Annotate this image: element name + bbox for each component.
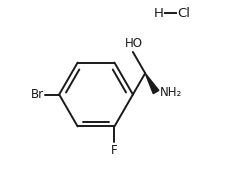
Text: F: F bbox=[111, 144, 118, 157]
Text: Cl: Cl bbox=[177, 7, 190, 20]
Text: NH₂: NH₂ bbox=[160, 87, 183, 99]
Text: Br: Br bbox=[31, 88, 44, 101]
Polygon shape bbox=[145, 73, 159, 94]
Text: HO: HO bbox=[125, 37, 143, 50]
Text: H: H bbox=[154, 7, 164, 20]
